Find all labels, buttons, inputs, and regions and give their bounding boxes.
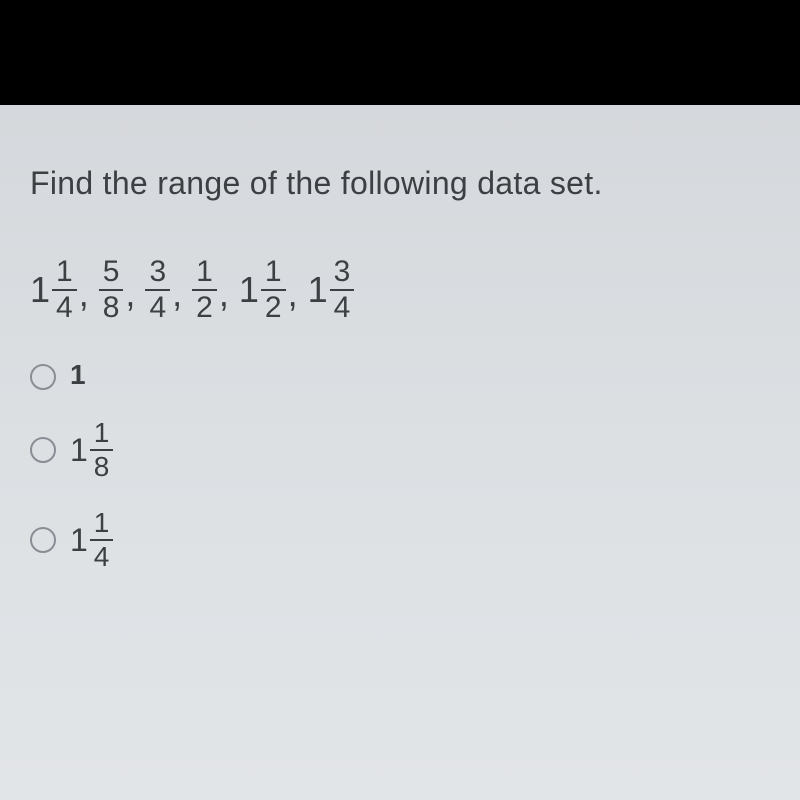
data-value-4: 1 2 <box>192 257 217 323</box>
data-value-3: 3 4 <box>145 257 170 323</box>
denominator: 4 <box>52 289 77 323</box>
denominator: 8 <box>90 449 114 481</box>
whole-part: 1 <box>30 269 50 311</box>
question-panel: Find the range of the following data set… <box>0 105 800 800</box>
denominator: 2 <box>261 289 286 323</box>
numerator: 5 <box>99 257 124 289</box>
denominator: 4 <box>90 539 114 571</box>
radio-icon[interactable] <box>30 437 56 463</box>
numerator: 1 <box>90 509 114 539</box>
data-set-values: 1 1 4 , 5 8 , 3 4 , 1 2 , 1 1 2 <box>30 257 770 323</box>
option-b[interactable]: 1 1 8 <box>30 419 770 481</box>
data-value-6: 1 3 4 <box>308 257 355 323</box>
data-value-1: 1 1 4 <box>30 257 77 323</box>
data-value-5: 1 1 2 <box>239 257 286 323</box>
whole-part: 1 <box>239 269 259 311</box>
option-b-value: 1 1 8 <box>70 419 113 481</box>
denominator: 4 <box>330 289 355 323</box>
whole-part: 1 <box>70 432 88 469</box>
separator: , <box>219 273 229 323</box>
numerator: 1 <box>90 419 114 449</box>
separator: , <box>79 273 89 323</box>
separator: , <box>288 273 298 323</box>
fraction: 1 4 <box>90 509 114 571</box>
question-prompt: Find the range of the following data set… <box>30 165 770 202</box>
data-value-2: 5 8 <box>99 257 124 323</box>
denominator: 2 <box>192 289 217 323</box>
fraction: 1 8 <box>90 419 114 481</box>
fraction: 1 2 <box>261 257 286 323</box>
fraction: 1 4 <box>52 257 77 323</box>
option-a-value: 1 <box>70 359 86 391</box>
fraction: 3 4 <box>330 257 355 323</box>
separator: , <box>172 273 182 323</box>
numerator: 1 <box>261 257 286 289</box>
answer-options: 1 1 1 8 1 1 4 <box>30 363 770 571</box>
numerator: 1 <box>52 257 77 289</box>
radio-icon[interactable] <box>30 527 56 553</box>
separator: , <box>125 273 135 323</box>
denominator: 8 <box>99 289 124 323</box>
numerator: 3 <box>330 257 355 289</box>
radio-icon[interactable] <box>30 364 56 390</box>
whole-part: 1 <box>70 522 88 559</box>
denominator: 4 <box>145 289 170 323</box>
option-c[interactable]: 1 1 4 <box>30 509 770 571</box>
whole-part: 1 <box>308 269 328 311</box>
numerator: 3 <box>145 257 170 289</box>
option-a[interactable]: 1 <box>30 363 770 391</box>
numerator: 1 <box>192 257 217 289</box>
option-c-value: 1 1 4 <box>70 509 113 571</box>
